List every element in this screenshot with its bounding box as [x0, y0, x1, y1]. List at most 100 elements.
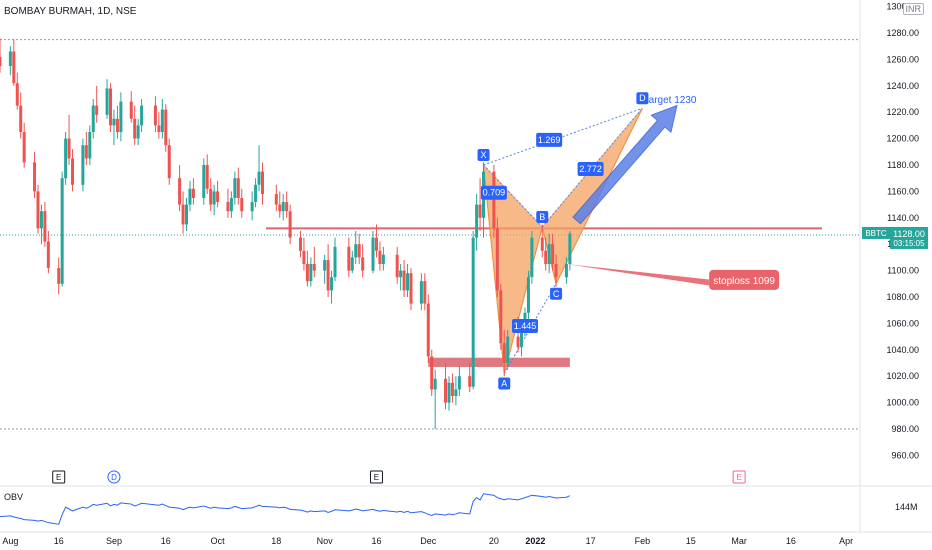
- earnings-marker[interactable]: [52, 470, 66, 484]
- candle-body: [540, 237, 544, 251]
- pattern-point-label[interactable]: A: [501, 379, 507, 389]
- time-axis[interactable]: Aug 16 Sep 16 Oct 18 Nov 16 Dec 20 2022 17 Feb 15 Mar 1…: [2, 536, 853, 546]
- stoploss-label[interactable]: stoploss 1099: [713, 276, 775, 287]
- ticker-tag-label: BBTC: [865, 229, 887, 238]
- candle-body: [312, 264, 316, 271]
- candle-body: [84, 145, 88, 159]
- symbol-title[interactable]: BOMBAY BURMAH, 1D, NSE: [4, 6, 137, 17]
- y-tick-label: 1100.00: [887, 266, 919, 276]
- x-tick-label: 16: [786, 536, 796, 546]
- candle-body: [302, 250, 306, 264]
- candle-body: [105, 88, 109, 115]
- event-letter: E: [736, 473, 741, 482]
- pattern-point-label[interactable]: D: [639, 93, 646, 103]
- candle-body: [326, 260, 330, 291]
- candle-body: [167, 145, 171, 179]
- ratio-label[interactable]: 0.709: [483, 188, 506, 198]
- candle-body: [447, 382, 451, 403]
- candle-body: [112, 118, 116, 126]
- pattern-point-label[interactable]: B: [539, 212, 545, 222]
- x-tick-label: Feb: [635, 536, 651, 546]
- candle-body: [333, 246, 337, 278]
- candle-body: [478, 204, 482, 218]
- y-tick-label: 1160.00: [887, 186, 919, 196]
- candle-body: [323, 260, 327, 271]
- earnings-marker[interactable]: [369, 470, 383, 484]
- y-tick-label: 1200.00: [886, 134, 919, 144]
- y-tick-label: 1060.00: [886, 318, 919, 328]
- candle-body: [454, 389, 458, 396]
- pattern-point-box[interactable]: [477, 149, 490, 161]
- candle-body: [450, 382, 454, 396]
- dividend-marker[interactable]: [107, 470, 121, 484]
- candle-body: [350, 257, 354, 271]
- candle-body: [15, 83, 19, 106]
- pattern-point-box[interactable]: [550, 287, 563, 300]
- earnings-marker[interactable]: [732, 470, 746, 484]
- candle-body: [288, 211, 292, 238]
- candle-body: [236, 178, 240, 198]
- x-tick-label: Mar: [731, 536, 747, 546]
- candle-body: [499, 290, 503, 344]
- candle-body: [160, 109, 164, 132]
- candle-body: [495, 228, 499, 291]
- candle-body: [330, 277, 334, 291]
- candle-body: [57, 267, 61, 284]
- obv-line: [0, 493, 571, 525]
- pattern-labels[interactable]: stoploss 1099 X A B C D 1.269 0.709 2.772 1.445 ta…: [477, 92, 780, 390]
- candle-body: [551, 244, 555, 264]
- candle-body: [568, 233, 572, 264]
- x-tick-label: Dec: [420, 536, 437, 546]
- pattern-point-box[interactable]: [498, 377, 511, 390]
- target-arrow[interactable]: [572, 104, 678, 225]
- pattern-point-box[interactable]: [636, 92, 649, 105]
- candle-body: [185, 204, 189, 225]
- obv-indicator-title[interactable]: OBV: [4, 492, 24, 502]
- event-letter: D: [111, 473, 117, 482]
- candle-body: [399, 270, 403, 278]
- candle-body: [423, 281, 427, 304]
- grid-layer: [0, 0, 932, 533]
- ratio-label-box[interactable]: [511, 319, 538, 334]
- candle-body: [471, 237, 475, 387]
- ratio-label-box[interactable]: [536, 132, 563, 147]
- stoploss-pointer[interactable]: [565, 264, 710, 286]
- ratio-label[interactable]: 1.445: [514, 321, 537, 331]
- ticker-tag: [862, 226, 890, 239]
- candle-body: [153, 105, 157, 126]
- x-tick-label: 17: [586, 536, 596, 546]
- obv-pane: 144M: [0, 493, 918, 525]
- support-zone-box[interactable]: [428, 357, 570, 367]
- candle-body: [361, 257, 365, 271]
- candle-body: [430, 356, 434, 390]
- candle-body: [12, 51, 16, 84]
- candle-body: [181, 204, 185, 225]
- pattern-point-box[interactable]: [536, 211, 549, 224]
- pattern-leg: [503, 226, 543, 374]
- ratio-label-box[interactable]: [577, 161, 604, 176]
- y-tick-label: 1260.00: [886, 54, 919, 64]
- candle-body: [109, 88, 113, 126]
- pattern-point-label[interactable]: X: [481, 150, 487, 160]
- ratio-label[interactable]: 1.269: [538, 135, 561, 145]
- currency-badge[interactable]: INR: [902, 3, 924, 15]
- candle-body: [19, 105, 23, 132]
- candle-body: [492, 171, 496, 229]
- pattern-point-label[interactable]: C: [553, 289, 560, 299]
- ratio-label-box[interactable]: [480, 185, 507, 200]
- target-label[interactable]: target 1230: [646, 95, 697, 106]
- candle-body: [357, 244, 361, 258]
- stoploss-label-box[interactable]: [709, 269, 780, 290]
- last-price-label: 1128.00: [893, 229, 925, 239]
- candle-body: [88, 132, 92, 159]
- candle-body: [22, 132, 26, 163]
- candle-body: [36, 191, 40, 229]
- candle-body: [257, 171, 261, 185]
- price-axis[interactable]: 960.00 980.00 1000.00 1020.00 1040.00 1060.00…: [862, 2, 928, 461]
- candle-body: [354, 244, 358, 258]
- candle-body: [33, 162, 37, 192]
- last-price-tag[interactable]: [890, 226, 928, 249]
- ratio-label[interactable]: 2.772: [579, 164, 602, 174]
